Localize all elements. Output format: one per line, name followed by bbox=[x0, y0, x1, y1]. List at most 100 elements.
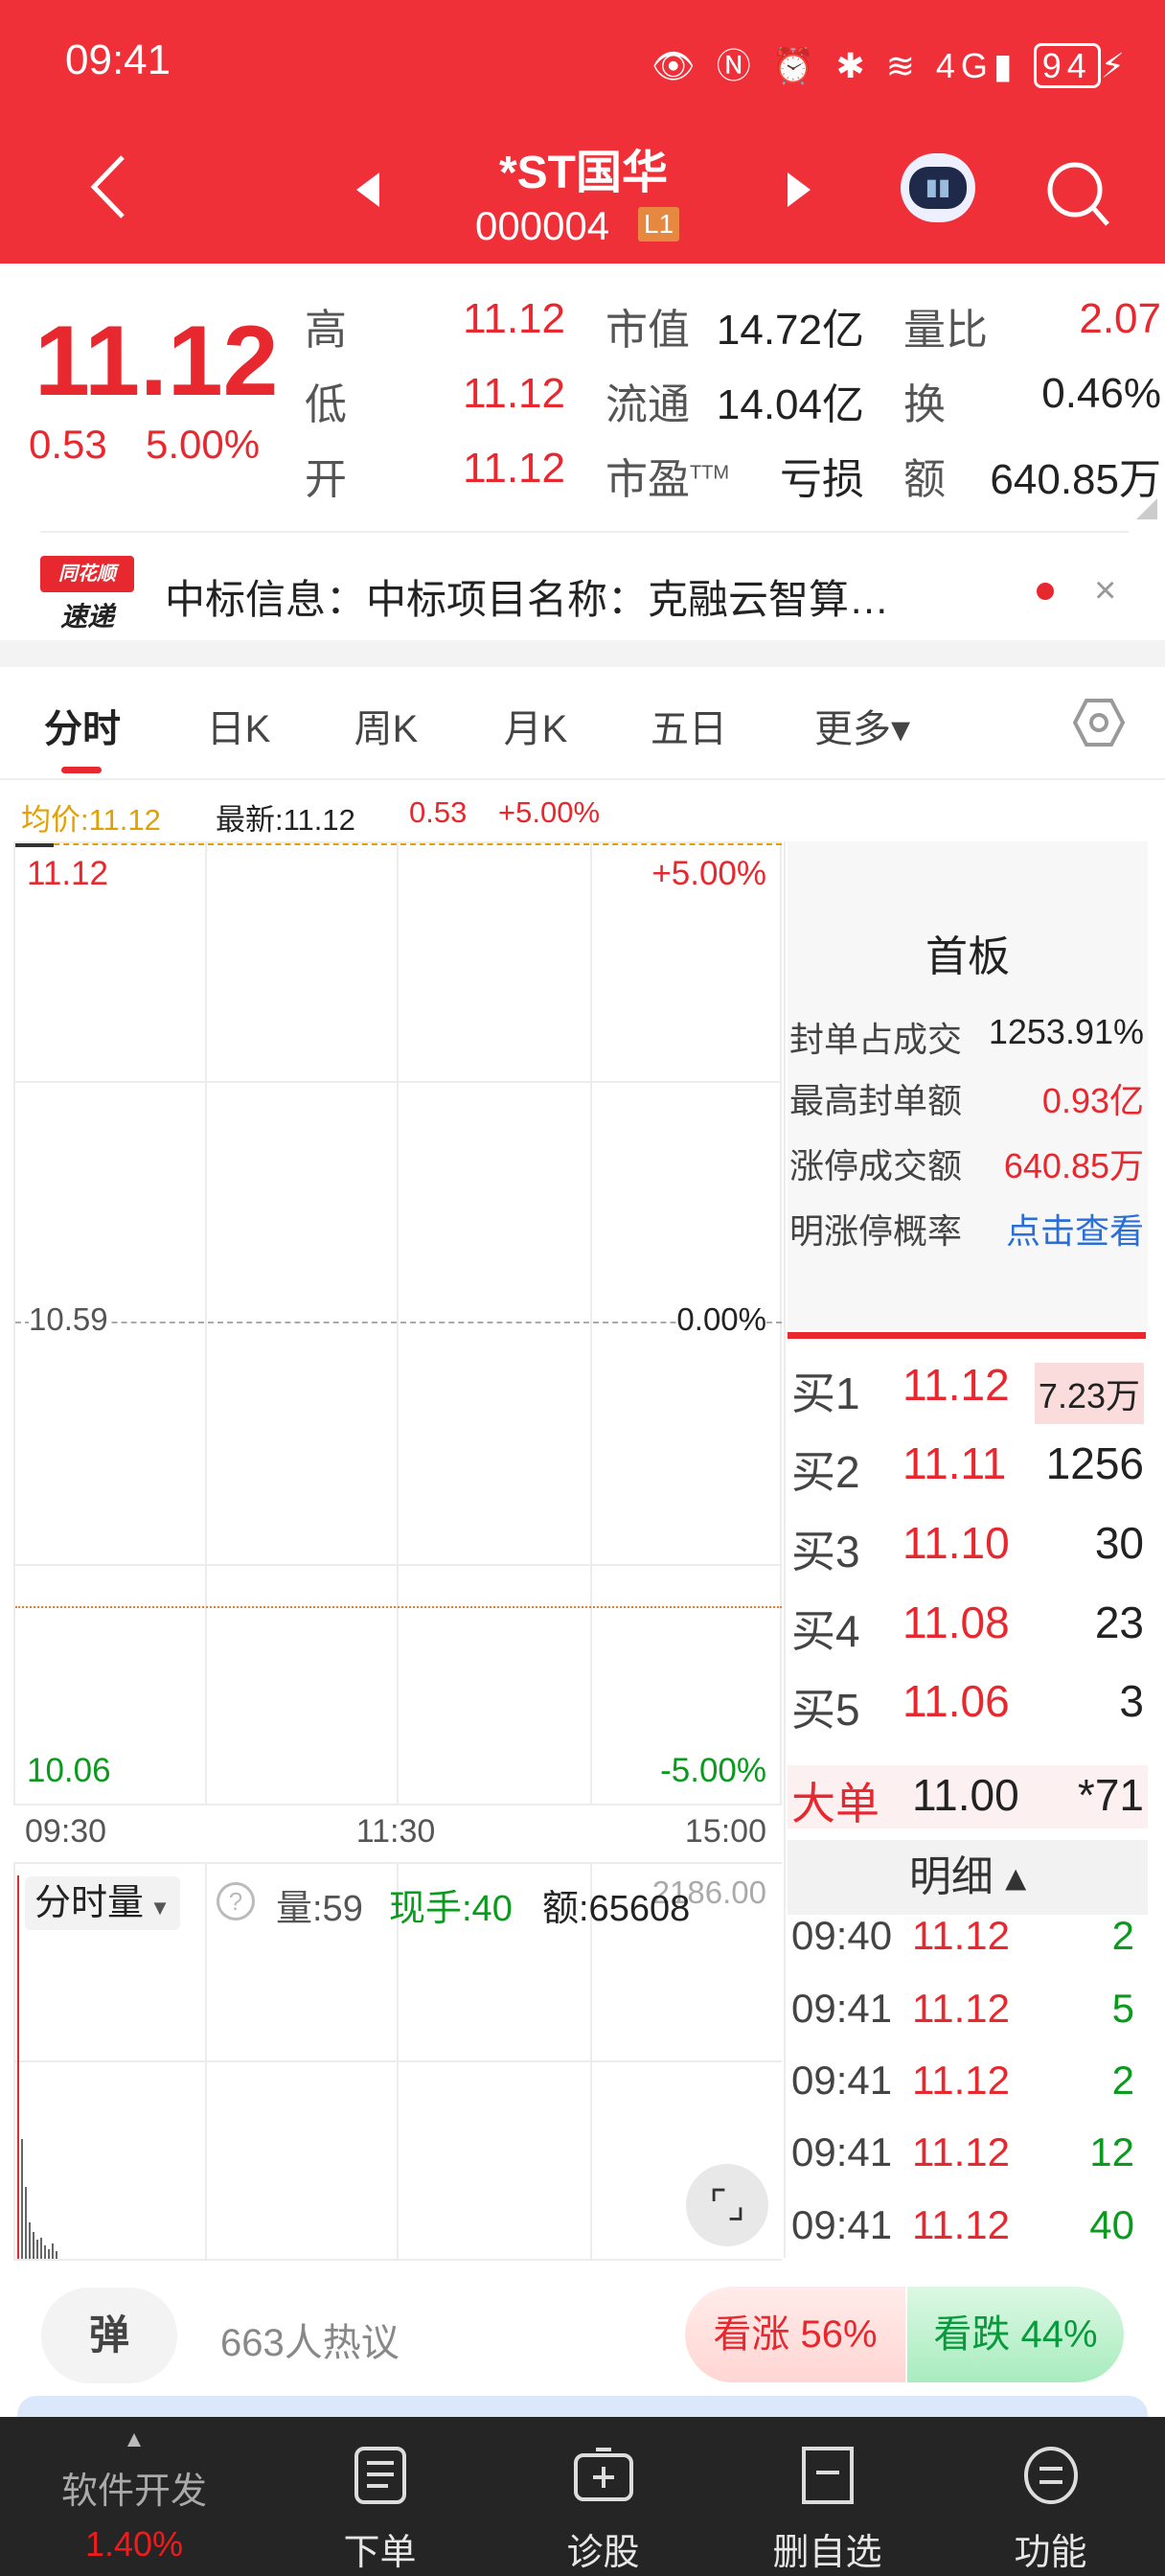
network-label: 4G bbox=[935, 46, 994, 85]
bid-price: 11.10 bbox=[902, 1518, 1010, 1568]
nav-diagnose[interactable]: 诊股 bbox=[487, 2419, 720, 2576]
top-bar: 09:41 👁 Ⓝ ⏰ ✱ ≋ 4G▮ 94 ⚡ *ST国华 000004 L1 … bbox=[0, 0, 1165, 264]
tick-volume: 40 bbox=[1089, 2202, 1134, 2247]
logo-bottom: 速递 bbox=[59, 602, 114, 632]
high-label: 高 bbox=[305, 307, 347, 354]
tick-time: 09:41 bbox=[791, 2202, 893, 2247]
open-value: 11.12 bbox=[463, 445, 565, 492]
detail-header[interactable]: 明细 ▴ bbox=[788, 1840, 1148, 1915]
tab-daily-k[interactable]: 日K bbox=[206, 708, 271, 750]
bullish-vote-button[interactable]: 看涨 56% bbox=[685, 2287, 905, 2382]
volume-indicator-select[interactable]: 分时量 ▼ bbox=[25, 1876, 180, 1930]
bid-volume: 30 bbox=[1094, 1518, 1144, 1568]
grid-line bbox=[205, 1864, 207, 2261]
bearish-vote-button[interactable]: 看跌 44% bbox=[907, 2287, 1124, 2382]
pe-sup: TTM bbox=[690, 462, 730, 484]
tab-monthly-k[interactable]: 月K bbox=[503, 708, 568, 750]
tick-price: 11.12 bbox=[912, 2202, 1010, 2247]
x-label-open: 09:30 bbox=[25, 1813, 107, 1850]
volume-axis-max: 2186.00 bbox=[651, 1874, 766, 1910]
tick-volume: 12 bbox=[1089, 2129, 1134, 2174]
next-limit-prob-label: 明涨停概率 bbox=[789, 1211, 963, 1251]
grid-line bbox=[397, 843, 399, 1806]
nav-order[interactable]: 下单 bbox=[263, 2419, 496, 2576]
grid-line bbox=[15, 1081, 782, 1083]
sector-pct: 1.40% bbox=[84, 2524, 184, 2564]
price-line bbox=[15, 843, 782, 845]
news-text[interactable]: 中标信息：中标项目名称：克融云智算… bbox=[165, 577, 890, 622]
tick-row: 09:41 11.12 2 bbox=[788, 2058, 1148, 2115]
current-hand: 现手:40 bbox=[389, 1889, 513, 1929]
y-top-label: 11.12 bbox=[27, 855, 108, 892]
max-seal-label: 最高封单额 bbox=[789, 1081, 963, 1120]
tab-more[interactable]: 更多▾ bbox=[813, 708, 911, 750]
volume-bar bbox=[52, 2243, 54, 2259]
expand-up-icon: ▲ bbox=[123, 2426, 146, 2452]
prev-close-line bbox=[15, 1322, 782, 1323]
float-label: 流通 bbox=[605, 381, 690, 428]
next-stock-icon[interactable] bbox=[786, 171, 812, 209]
logo-top: 同花顺 bbox=[40, 556, 134, 592]
amount-value: 额:65608 bbox=[542, 1889, 691, 1929]
bid-price: 11.11 bbox=[902, 1438, 1007, 1488]
x-label-midday: 11:30 bbox=[355, 1813, 436, 1850]
volume-bar bbox=[21, 2139, 23, 2259]
tick-row: 09:41 11.12 12 bbox=[788, 2129, 1148, 2187]
tick-price: 11.12 bbox=[912, 1913, 1010, 1958]
expand-corner-icon[interactable] bbox=[1136, 498, 1157, 519]
tick-volume: 2 bbox=[1111, 2058, 1134, 2103]
pe-label-text: 市盈 bbox=[605, 456, 690, 503]
discussion-count[interactable]: 663人热议 bbox=[220, 2322, 400, 2364]
volume-bar bbox=[48, 2249, 50, 2259]
view-prob-link[interactable]: 点击查看 bbox=[1005, 1211, 1144, 1251]
bid-row: 买1 11.12 7.23万 bbox=[788, 1359, 1148, 1426]
x-label-close: 15:00 bbox=[684, 1813, 766, 1850]
price-chart[interactable] bbox=[13, 841, 782, 1806]
pct-top-label: +5.00% bbox=[651, 855, 766, 892]
nav-functions[interactable]: 功能 bbox=[934, 2419, 1165, 2576]
nav-remove-watchlist-label: 删自选 bbox=[772, 2533, 882, 2573]
order-icon bbox=[354, 2447, 406, 2504]
volume-chart[interactable] bbox=[13, 1862, 782, 2261]
grid-line bbox=[590, 1864, 592, 2261]
sector-name: 软件开发 bbox=[60, 2472, 207, 2512]
level-badge: L1 bbox=[638, 207, 680, 242]
help-icon[interactable]: ? bbox=[217, 1882, 255, 1920]
low-value: 11.12 bbox=[463, 370, 565, 417]
volume-bar bbox=[36, 2240, 38, 2259]
tab-weekly-k[interactable]: 周K bbox=[354, 708, 419, 750]
battery-icon: 94 bbox=[1033, 43, 1101, 88]
tab-intraday[interactable]: 分时 bbox=[44, 708, 121, 750]
first-board-card bbox=[788, 841, 1148, 1330]
prev-stock-icon[interactable] bbox=[354, 171, 381, 209]
search-icon[interactable] bbox=[1044, 159, 1111, 228]
latest-change: 0.53 bbox=[409, 795, 468, 829]
nav-remove-watchlist[interactable]: 删自选 bbox=[711, 2419, 944, 2576]
back-icon[interactable] bbox=[86, 153, 130, 220]
pct-mid-label: 0.00% bbox=[676, 1301, 766, 1338]
ths-news-logo: 同花顺 速递 bbox=[40, 556, 134, 638]
pe-value: 亏损 bbox=[780, 456, 864, 503]
big-order-label: 大单 bbox=[791, 1779, 879, 1828]
tab-five-day[interactable]: 五日 bbox=[651, 708, 727, 750]
status-time: 09:41 bbox=[65, 36, 171, 83]
bid-label: 买2 bbox=[791, 1447, 860, 1497]
grid-line bbox=[15, 2060, 782, 2062]
ai-robot-icon[interactable]: ▮▮ bbox=[901, 153, 975, 222]
big-order-row bbox=[788, 1765, 1148, 1828]
volume-bar bbox=[40, 2238, 42, 2259]
active-tab-indicator bbox=[61, 767, 102, 773]
pct-bottom-label: -5.00% bbox=[660, 1752, 766, 1789]
price-change-pct: 5.00% bbox=[146, 422, 261, 467]
chart-settings-icon[interactable] bbox=[1073, 698, 1125, 748]
vol-ratio-label: 量比 bbox=[903, 307, 988, 354]
fullscreen-icon[interactable]: ⌜⌟ bbox=[686, 2164, 768, 2246]
sector-indicator[interactable]: ▲ 软件开发 1.40% bbox=[19, 2419, 249, 2576]
volume-bar bbox=[17, 1875, 19, 2259]
danmu-toggle-button[interactable]: 弹 bbox=[41, 2288, 177, 2383]
volume-value: 量:59 bbox=[276, 1889, 363, 1929]
tick-price: 11.12 bbox=[912, 1986, 1010, 2031]
tick-row: 09:41 11.12 40 bbox=[788, 2202, 1148, 2260]
close-icon[interactable]: × bbox=[1094, 569, 1117, 611]
tick-volume: 5 bbox=[1111, 1986, 1134, 2031]
